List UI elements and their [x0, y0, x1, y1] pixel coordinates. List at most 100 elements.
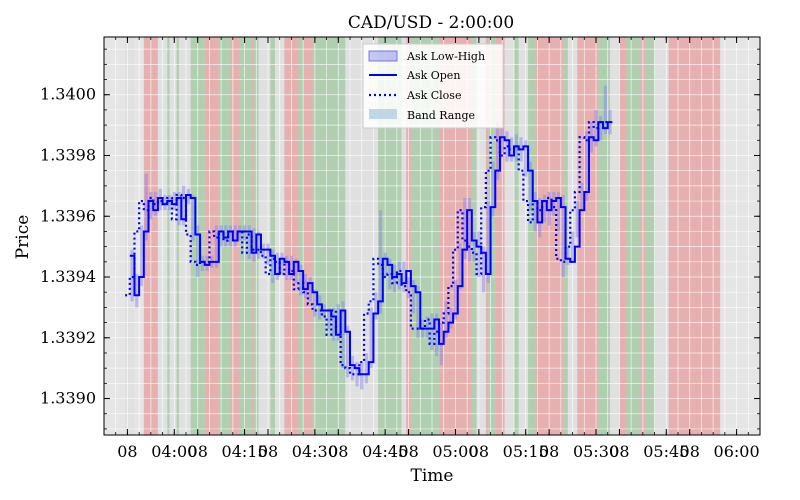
band-gray-0	[125, 37, 135, 435]
low-high-bar	[467, 198, 472, 262]
low-high-bar	[346, 325, 350, 378]
band-red-12	[251, 37, 254, 435]
low-high-bar	[416, 286, 420, 338]
low-high-bar	[397, 261, 401, 290]
y-axis-ticks: 1.3390 1.3392 1.3394 1.3396 1.3398 1.3400	[40, 48, 760, 430]
low-high-bar	[411, 280, 415, 314]
band-gray-34	[518, 37, 529, 435]
low-high-bar	[299, 264, 303, 296]
low-high-bar	[486, 201, 490, 284]
band-gray-32	[504, 37, 514, 435]
low-high-bar	[495, 122, 500, 180]
low-high-bar	[510, 137, 514, 162]
low-high-bar	[538, 198, 542, 238]
x-tick-label: 08	[680, 442, 700, 461]
low-high-bar	[392, 264, 397, 293]
band-green-27	[471, 37, 477, 435]
x-tick-label: 08	[609, 442, 629, 461]
x-tick-label: 05:15	[503, 442, 549, 461]
x-tick-label: 05:00	[432, 442, 478, 461]
band-green-30	[488, 37, 496, 435]
low-high-bar	[196, 225, 200, 278]
low-high-bar	[228, 225, 233, 247]
low-high-bar	[144, 173, 148, 241]
low-high-bar	[481, 246, 486, 293]
low-high-bar	[177, 191, 181, 226]
band-red-31	[495, 37, 505, 435]
band-green-15	[270, 37, 276, 435]
band-red-19	[303, 37, 313, 435]
low-high-bar	[364, 352, 369, 384]
x-tick-label: 08	[188, 442, 208, 461]
band-green-35	[528, 37, 536, 435]
low-high-bar	[252, 228, 256, 262]
y-tick-label: 1.3390	[40, 389, 96, 408]
legend-label-band-range: Band Range	[407, 109, 475, 122]
low-high-bar	[378, 210, 383, 314]
low-high-bar	[256, 231, 261, 259]
x-tick-label: 08	[328, 442, 348, 461]
low-high-bar	[303, 273, 308, 299]
x-tick-label: 08	[398, 442, 418, 461]
legend-label-low-high: Ask Low-High	[406, 50, 485, 63]
x-tick-label: 06:00	[714, 442, 760, 461]
band-green-3	[167, 37, 170, 435]
low-high-bar	[449, 307, 453, 329]
low-high-bar	[233, 225, 237, 247]
low-high-bar	[163, 194, 167, 211]
x-tick-label: 04:15	[222, 442, 268, 461]
low-high-bar	[402, 261, 406, 293]
band-green-33	[514, 37, 519, 435]
band-green-43	[626, 37, 641, 435]
low-high-bar	[271, 249, 275, 284]
low-high-bar	[570, 231, 575, 262]
low-high-bar	[542, 194, 547, 223]
low-high-bar	[561, 194, 565, 278]
low-high-bar	[219, 225, 223, 247]
low-high-bar	[603, 85, 608, 135]
low-high-bar	[158, 188, 162, 211]
low-high-bar	[477, 231, 481, 278]
x-tick-label: 04:00	[151, 442, 197, 461]
x-tick-label: 08	[117, 442, 137, 461]
band-green-9	[218, 37, 231, 435]
low-high-bar	[172, 191, 176, 211]
low-high-bar	[200, 255, 205, 271]
low-high-bar	[528, 161, 533, 211]
low-high-bar	[341, 301, 345, 369]
low-high-bar	[533, 191, 537, 232]
legend-label-ask-close: Ask Close	[406, 89, 461, 102]
low-high-bar	[383, 252, 387, 278]
low-high-bar	[547, 191, 551, 226]
low-high-bar	[313, 289, 317, 317]
low-high-bar	[205, 255, 209, 271]
band-green-18	[298, 37, 304, 435]
low-high-bar	[444, 301, 448, 338]
low-high-bar	[406, 277, 411, 299]
x-tick-label: 04:30	[292, 442, 338, 461]
low-high-bar	[580, 182, 584, 211]
low-high-bar	[430, 313, 434, 350]
low-high-bar	[331, 307, 336, 341]
low-high-bar	[130, 249, 134, 302]
x-axis-label: Time	[411, 466, 454, 486]
y-tick-label: 1.3398	[40, 145, 96, 164]
y-axis-label: Price	[13, 215, 33, 260]
low-high-bar	[317, 295, 322, 320]
band-gray-41	[610, 37, 620, 435]
y-tick-label: 1.3400	[40, 85, 96, 104]
band-green-45	[645, 37, 655, 435]
low-high-bar	[214, 225, 219, 268]
low-high-bar	[458, 243, 462, 290]
low-high-bar	[167, 194, 172, 211]
band-green-22	[378, 37, 402, 435]
low-high-bar	[261, 243, 265, 259]
low-high-bar	[135, 273, 139, 308]
low-high-bar	[369, 307, 373, 369]
legend-swatch-low-high	[368, 50, 398, 62]
x-tick-label: 04:45	[362, 442, 408, 461]
low-high-bar	[336, 304, 340, 341]
x-tick-label: 05:30	[573, 442, 619, 461]
low-high-bar	[472, 231, 476, 262]
band-red-47	[668, 37, 721, 435]
